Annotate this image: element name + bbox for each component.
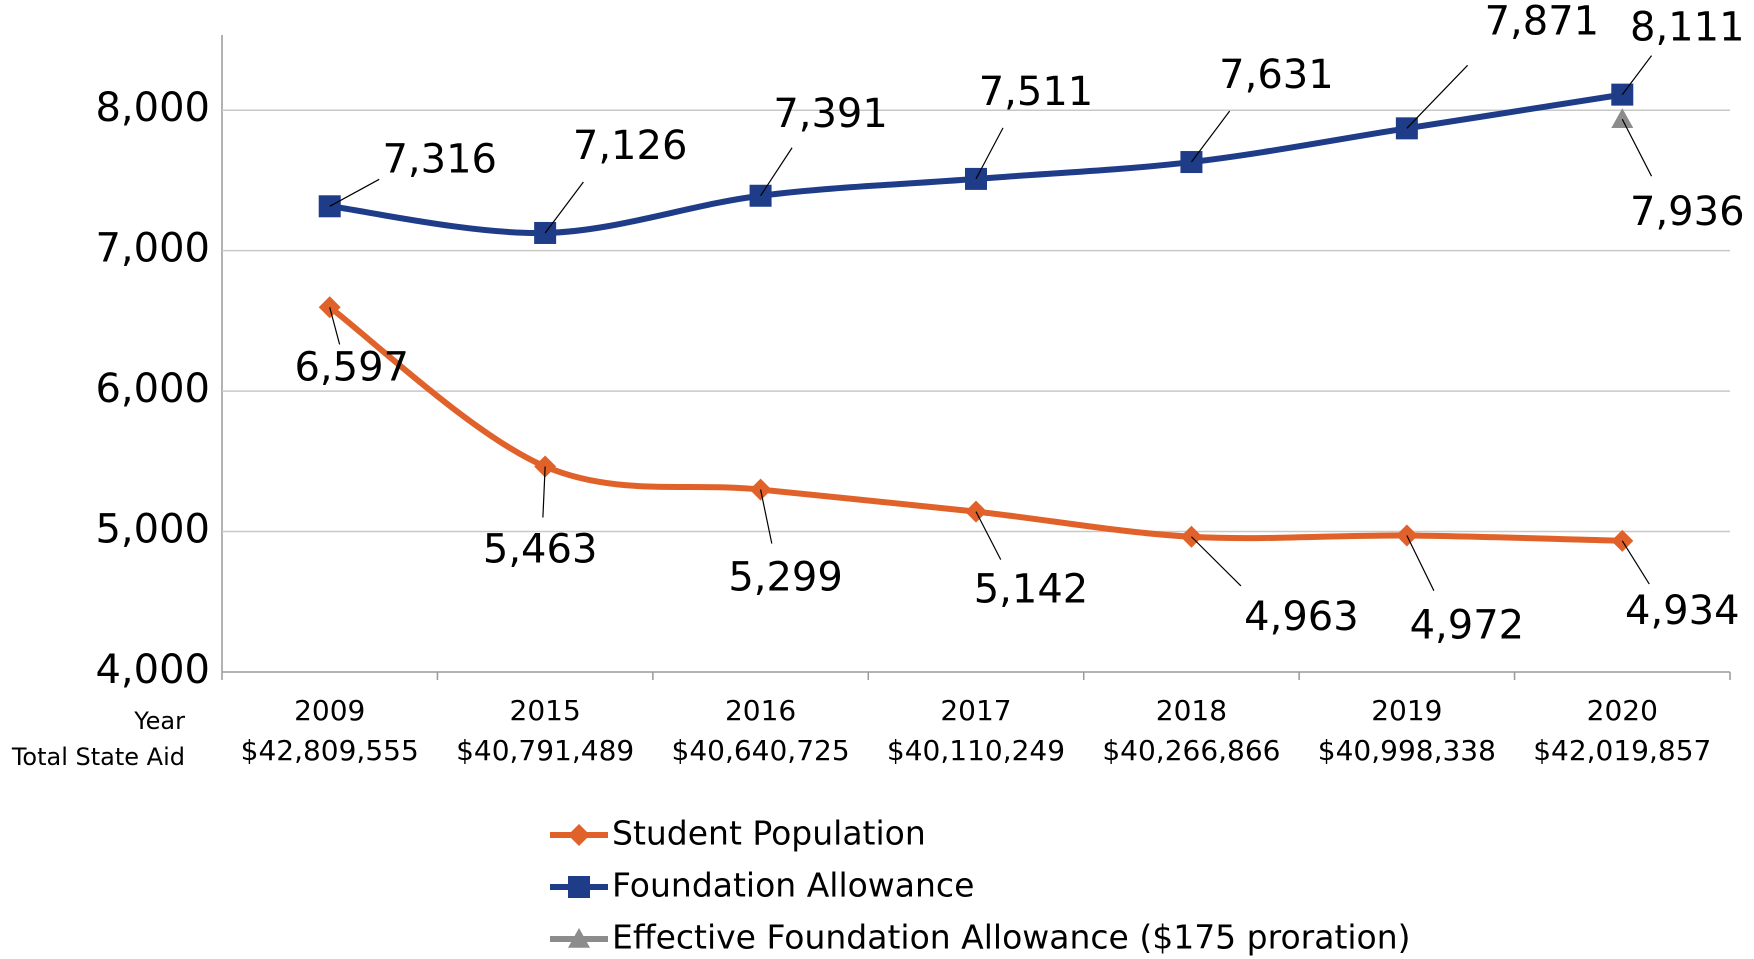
data-label: 7,126 bbox=[573, 123, 688, 169]
leader-line bbox=[1191, 536, 1242, 587]
marker bbox=[568, 928, 590, 948]
row-label: Total State Aid bbox=[11, 743, 185, 771]
data-label: 7,316 bbox=[382, 136, 497, 182]
y-tick-label: 5,000 bbox=[95, 507, 210, 553]
series-line bbox=[329, 91, 1623, 236]
leader-line bbox=[329, 307, 341, 345]
leader-line bbox=[975, 511, 1002, 560]
x-tick-label: $40,110,249 bbox=[887, 734, 1065, 767]
leader-line bbox=[544, 181, 584, 234]
row-label: Year bbox=[133, 707, 185, 735]
x-tick-label: 2018 bbox=[1156, 694, 1227, 727]
leader-line bbox=[760, 147, 793, 197]
marker bbox=[965, 500, 987, 523]
data-label: 4,963 bbox=[1244, 594, 1359, 640]
data-label: 4,934 bbox=[1625, 588, 1740, 634]
x-tick-label: 2020 bbox=[1587, 694, 1658, 727]
x-tick-label: 2019 bbox=[1371, 694, 1442, 727]
data-label: 8,111 bbox=[1630, 5, 1745, 51]
data-label: 7,871 bbox=[1485, 0, 1600, 44]
marker bbox=[568, 876, 590, 898]
data-label: 7,936 bbox=[1630, 189, 1745, 235]
y-tick-label: 7,000 bbox=[95, 226, 210, 272]
legend-label: Effective Foundation Allowance ($175 pro… bbox=[612, 918, 1411, 957]
x-tick-label: 2009 bbox=[294, 694, 365, 727]
data-label: 6,597 bbox=[294, 344, 409, 390]
leader-line bbox=[329, 178, 380, 207]
data-label: 5,142 bbox=[974, 567, 1089, 613]
legend-label: Foundation Allowance bbox=[612, 866, 974, 905]
data-label: 7,511 bbox=[979, 69, 1094, 115]
x-tick-label: $40,266,866 bbox=[1102, 734, 1280, 767]
legend-label: Student Population bbox=[612, 814, 926, 853]
leader-line bbox=[1621, 55, 1653, 95]
x-tick-label: $42,809,555 bbox=[241, 734, 419, 767]
data-label: 5,299 bbox=[728, 555, 843, 601]
x-tick-label: 2015 bbox=[510, 694, 581, 727]
leader-line bbox=[1621, 540, 1650, 585]
leader-line bbox=[975, 127, 1004, 180]
leader-line bbox=[542, 466, 546, 518]
data-label: 7,631 bbox=[1219, 52, 1334, 98]
y-tick-label: 6,000 bbox=[95, 366, 210, 412]
leader-line bbox=[759, 489, 773, 544]
leader-line bbox=[1621, 118, 1653, 177]
leader-line bbox=[1190, 110, 1231, 163]
x-tick-label: $40,640,725 bbox=[672, 734, 850, 767]
y-tick-label: 4,000 bbox=[95, 647, 210, 693]
x-tick-label: $42,019,857 bbox=[1533, 734, 1711, 767]
data-label: 4,972 bbox=[1410, 602, 1525, 648]
x-tick-label: $40,998,338 bbox=[1318, 734, 1496, 767]
marker bbox=[1611, 108, 1634, 129]
x-tick-label: 2016 bbox=[725, 694, 796, 727]
data-label: 5,463 bbox=[483, 527, 598, 573]
x-tick-label: 2017 bbox=[940, 694, 1011, 727]
data-label: 7,391 bbox=[773, 91, 888, 137]
marker bbox=[568, 824, 590, 846]
y-tick-label: 8,000 bbox=[95, 85, 210, 131]
x-tick-label: $40,791,489 bbox=[456, 734, 634, 767]
leader-line bbox=[1406, 535, 1435, 591]
leader-line bbox=[1406, 64, 1469, 129]
